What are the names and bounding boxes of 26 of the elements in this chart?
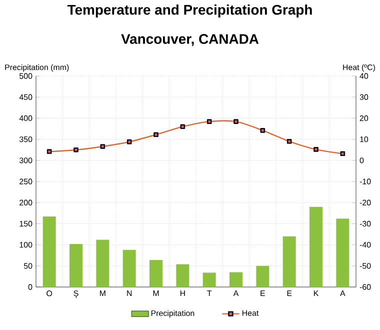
- bar: [310, 206, 323, 287]
- bar: [202, 272, 216, 287]
- bar: [122, 250, 136, 287]
- point: [74, 147, 78, 152]
- point: [234, 119, 238, 124]
- point: [314, 147, 318, 152]
- bar: [42, 216, 56, 287]
- bar: [150, 260, 162, 287]
- point: [180, 124, 186, 130]
- chart-title: Temperature and Precipitation Graph: [67, 4, 312, 18]
- point: [100, 144, 106, 149]
- point: [206, 119, 212, 124]
- bar: [230, 272, 243, 287]
- bar: [176, 264, 190, 287]
- point: [286, 139, 292, 144]
- point: [46, 149, 52, 154]
- point: [154, 132, 158, 138]
- point: [340, 151, 346, 156]
- bar: [336, 218, 350, 287]
- bar: [70, 244, 82, 287]
- bar: [256, 266, 270, 287]
- point: [126, 139, 132, 144]
- bar: [96, 240, 110, 287]
- chart-subtitle: Vancouver, CANADA: [121, 34, 259, 46]
- bar: [282, 236, 296, 287]
- point: [260, 128, 266, 133]
